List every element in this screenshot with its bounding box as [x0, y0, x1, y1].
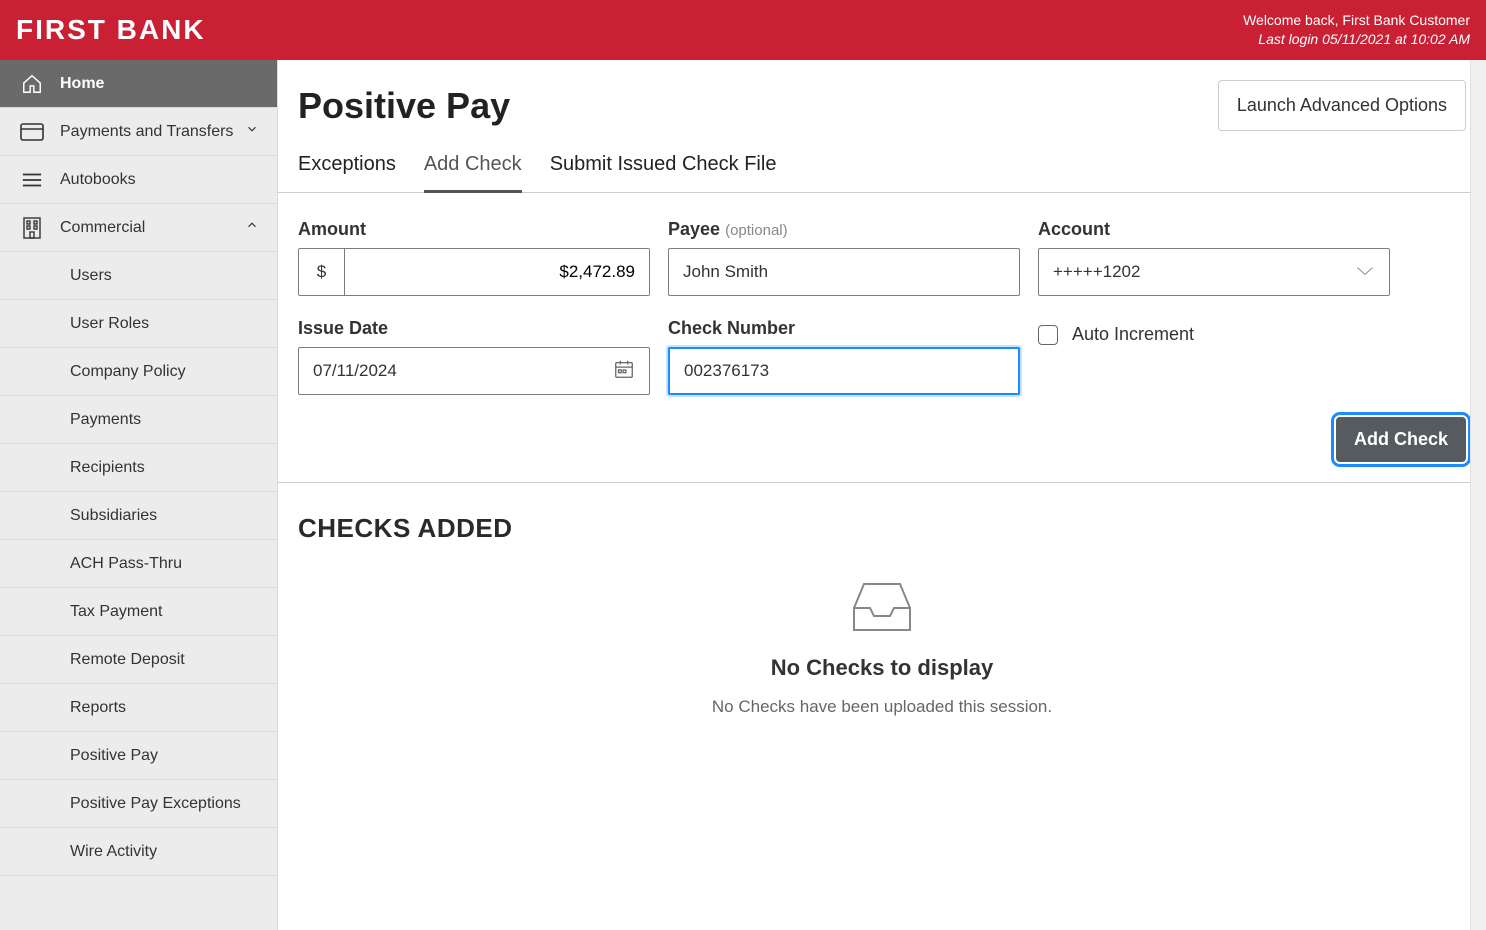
account-select-value: +++++1202	[1053, 262, 1140, 282]
check-number-label: Check Number	[668, 318, 1020, 339]
sidebar-item-label: Recipients	[70, 459, 145, 477]
tab-add-check[interactable]: Add Check	[424, 153, 522, 193]
home-icon	[18, 73, 46, 95]
chevron-down-icon	[245, 122, 259, 141]
sidebar-item-label: ACH Pass-Thru	[70, 555, 182, 573]
sidebar-item-commercial[interactable]: Commercial	[0, 204, 277, 252]
sidebar-item-payments[interactable]: Payments	[0, 396, 277, 444]
sidebar-item-label: Positive Pay	[70, 747, 158, 765]
auto-increment-checkbox[interactable]	[1038, 325, 1058, 345]
welcome-block: Welcome back, First Bank Customer Last l…	[1243, 11, 1470, 49]
welcome-text: Welcome back, First Bank Customer	[1243, 11, 1470, 30]
payee-label: Payee (optional)	[668, 219, 1020, 240]
sidebar-item-label: Company Policy	[70, 363, 186, 381]
sidebar-item-label: Remote Deposit	[70, 651, 185, 669]
menu-icon	[18, 171, 46, 189]
sidebar-item-label: Subsidiaries	[70, 507, 157, 525]
payee-label-text: Payee	[668, 219, 720, 239]
card-icon	[18, 123, 46, 141]
sidebar-item-remote-deposit[interactable]: Remote Deposit	[0, 636, 277, 684]
empty-state: No Checks to display No Checks have been…	[298, 580, 1466, 717]
sidebar-item-autobooks[interactable]: Autobooks	[0, 156, 277, 204]
calendar-icon	[613, 358, 635, 385]
launch-advanced-options-button[interactable]: Launch Advanced Options	[1218, 80, 1466, 131]
payee-optional-text: (optional)	[725, 222, 788, 239]
tab-submit-file[interactable]: Submit Issued Check File	[550, 153, 777, 192]
inbox-icon	[850, 580, 914, 639]
issue-date-value: 07/11/2024	[313, 361, 397, 381]
amount-input[interactable]	[345, 249, 649, 295]
sidebar-item-wire-activity[interactable]: Wire Activity	[0, 828, 277, 876]
issue-date-label: Issue Date	[298, 318, 650, 339]
sidebar-item-ach-pass-thru[interactable]: ACH Pass-Thru	[0, 540, 277, 588]
sidebar-item-label: Autobooks	[60, 171, 136, 189]
sidebar: Home Payments and Transfers Autobooks Co…	[0, 60, 278, 930]
sidebar-item-label: User Roles	[70, 315, 149, 333]
empty-subtext: No Checks have been uploaded this sessio…	[712, 697, 1052, 717]
account-select[interactable]: +++++1202	[1038, 248, 1390, 296]
building-icon	[18, 217, 46, 239]
tab-exceptions[interactable]: Exceptions	[298, 153, 396, 192]
checks-added-section: CHECKS ADDED No Checks to display No Che…	[278, 483, 1486, 930]
sidebar-item-tax-payment[interactable]: Tax Payment	[0, 588, 277, 636]
sidebar-item-label: Commercial	[60, 219, 145, 237]
sidebar-item-home[interactable]: Home	[0, 60, 277, 108]
scrollbar[interactable]	[1470, 60, 1486, 930]
add-check-button[interactable]: Add Check	[1336, 417, 1466, 462]
payee-input[interactable]	[668, 248, 1020, 296]
bank-logo: FIRST BANK	[16, 14, 206, 46]
empty-heading: No Checks to display	[771, 655, 994, 681]
currency-prefix: $	[299, 249, 345, 295]
chevron-up-icon	[245, 218, 259, 237]
account-label: Account	[1038, 219, 1390, 240]
add-check-form: Amount $ Payee (optional) Account	[278, 193, 1486, 483]
last-login-text: Last login 05/11/2021 at 10:02 AM	[1243, 30, 1470, 49]
main-content: Positive Pay Launch Advanced Options Exc…	[278, 60, 1486, 930]
sidebar-item-label: Wire Activity	[70, 843, 157, 861]
checks-added-title: CHECKS ADDED	[298, 513, 1466, 544]
sidebar-item-subsidiaries[interactable]: Subsidiaries	[0, 492, 277, 540]
tab-bar: Exceptions Add Check Submit Issued Check…	[278, 131, 1486, 193]
issue-date-input[interactable]: 07/11/2024	[298, 347, 650, 395]
amount-input-wrapper: $	[298, 248, 650, 296]
sidebar-item-label: Home	[60, 75, 104, 93]
sidebar-item-positive-pay-exceptions[interactable]: Positive Pay Exceptions	[0, 780, 277, 828]
sidebar-item-users[interactable]: Users	[0, 252, 277, 300]
sidebar-item-label: Positive Pay Exceptions	[70, 795, 241, 813]
page-title: Positive Pay	[298, 85, 510, 127]
chevron-down-icon	[1355, 262, 1375, 282]
sidebar-item-label: Payments	[70, 411, 141, 429]
sidebar-item-label: Payments and Transfers	[60, 123, 233, 141]
header-bar: FIRST BANK Welcome back, First Bank Cust…	[0, 0, 1486, 60]
sidebar-item-label: Tax Payment	[70, 603, 162, 621]
sidebar-item-positive-pay[interactable]: Positive Pay	[0, 732, 277, 780]
sidebar-item-company-policy[interactable]: Company Policy	[0, 348, 277, 396]
sidebar-item-user-roles[interactable]: User Roles	[0, 300, 277, 348]
sidebar-item-recipients[interactable]: Recipients	[0, 444, 277, 492]
sidebar-item-label: Users	[70, 267, 112, 285]
sidebar-item-label: Reports	[70, 699, 126, 717]
sidebar-item-payments-transfers[interactable]: Payments and Transfers	[0, 108, 277, 156]
sidebar-item-reports[interactable]: Reports	[0, 684, 277, 732]
amount-label: Amount	[298, 219, 650, 240]
check-number-input[interactable]	[668, 347, 1020, 395]
auto-increment-label: Auto Increment	[1072, 324, 1194, 345]
